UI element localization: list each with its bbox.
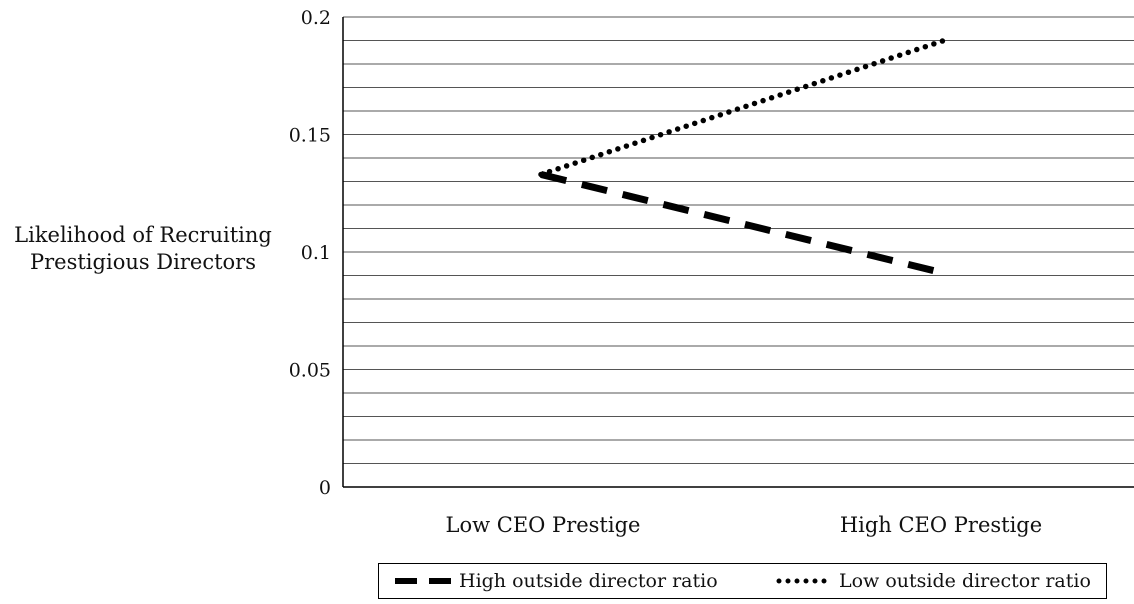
y-tick-label: 0.1	[301, 242, 331, 264]
series-line-low-outside-director-ratio	[538, 37, 947, 178]
y-axis-label-line-1: Likelihood of Recruiting	[14, 223, 272, 247]
series-line-high-outside-director-ratio	[540, 171, 945, 277]
y-tick-label: 0	[319, 477, 331, 499]
legend: High outside director ratio Low outside …	[378, 563, 1107, 599]
y-axis-label-line-2: Prestigious Directors	[30, 250, 256, 274]
legend-label-low-outside: Low outside director ratio	[839, 570, 1091, 592]
y-tick-label: 0.15	[289, 125, 331, 147]
legend-dash-swatch	[395, 578, 453, 584]
x-tick-label: High CEO Prestige	[840, 513, 1042, 537]
legend-dot-swatch	[776, 578, 835, 584]
legend-item-high-outside: High outside director ratio	[393, 564, 718, 598]
legend-label-high-outside: High outside director ratio	[459, 570, 718, 592]
y-tick-label: 0.2	[301, 7, 331, 29]
legend-item-low-outside: Low outside director ratio	[775, 564, 1091, 598]
x-tick-labels: Low CEO Prestige High CEO Prestige	[446, 513, 1043, 537]
y-tick-labels: 0 0.05 0.1 0.15 0.2	[289, 7, 331, 499]
gridlines	[343, 16, 1134, 464]
x-tick-label: Low CEO Prestige	[446, 513, 641, 537]
series-lines	[538, 37, 947, 277]
y-tick-label: 0.05	[289, 360, 331, 382]
y-axis-label: Likelihood of Recruiting Prestigious Dir…	[2, 222, 284, 276]
